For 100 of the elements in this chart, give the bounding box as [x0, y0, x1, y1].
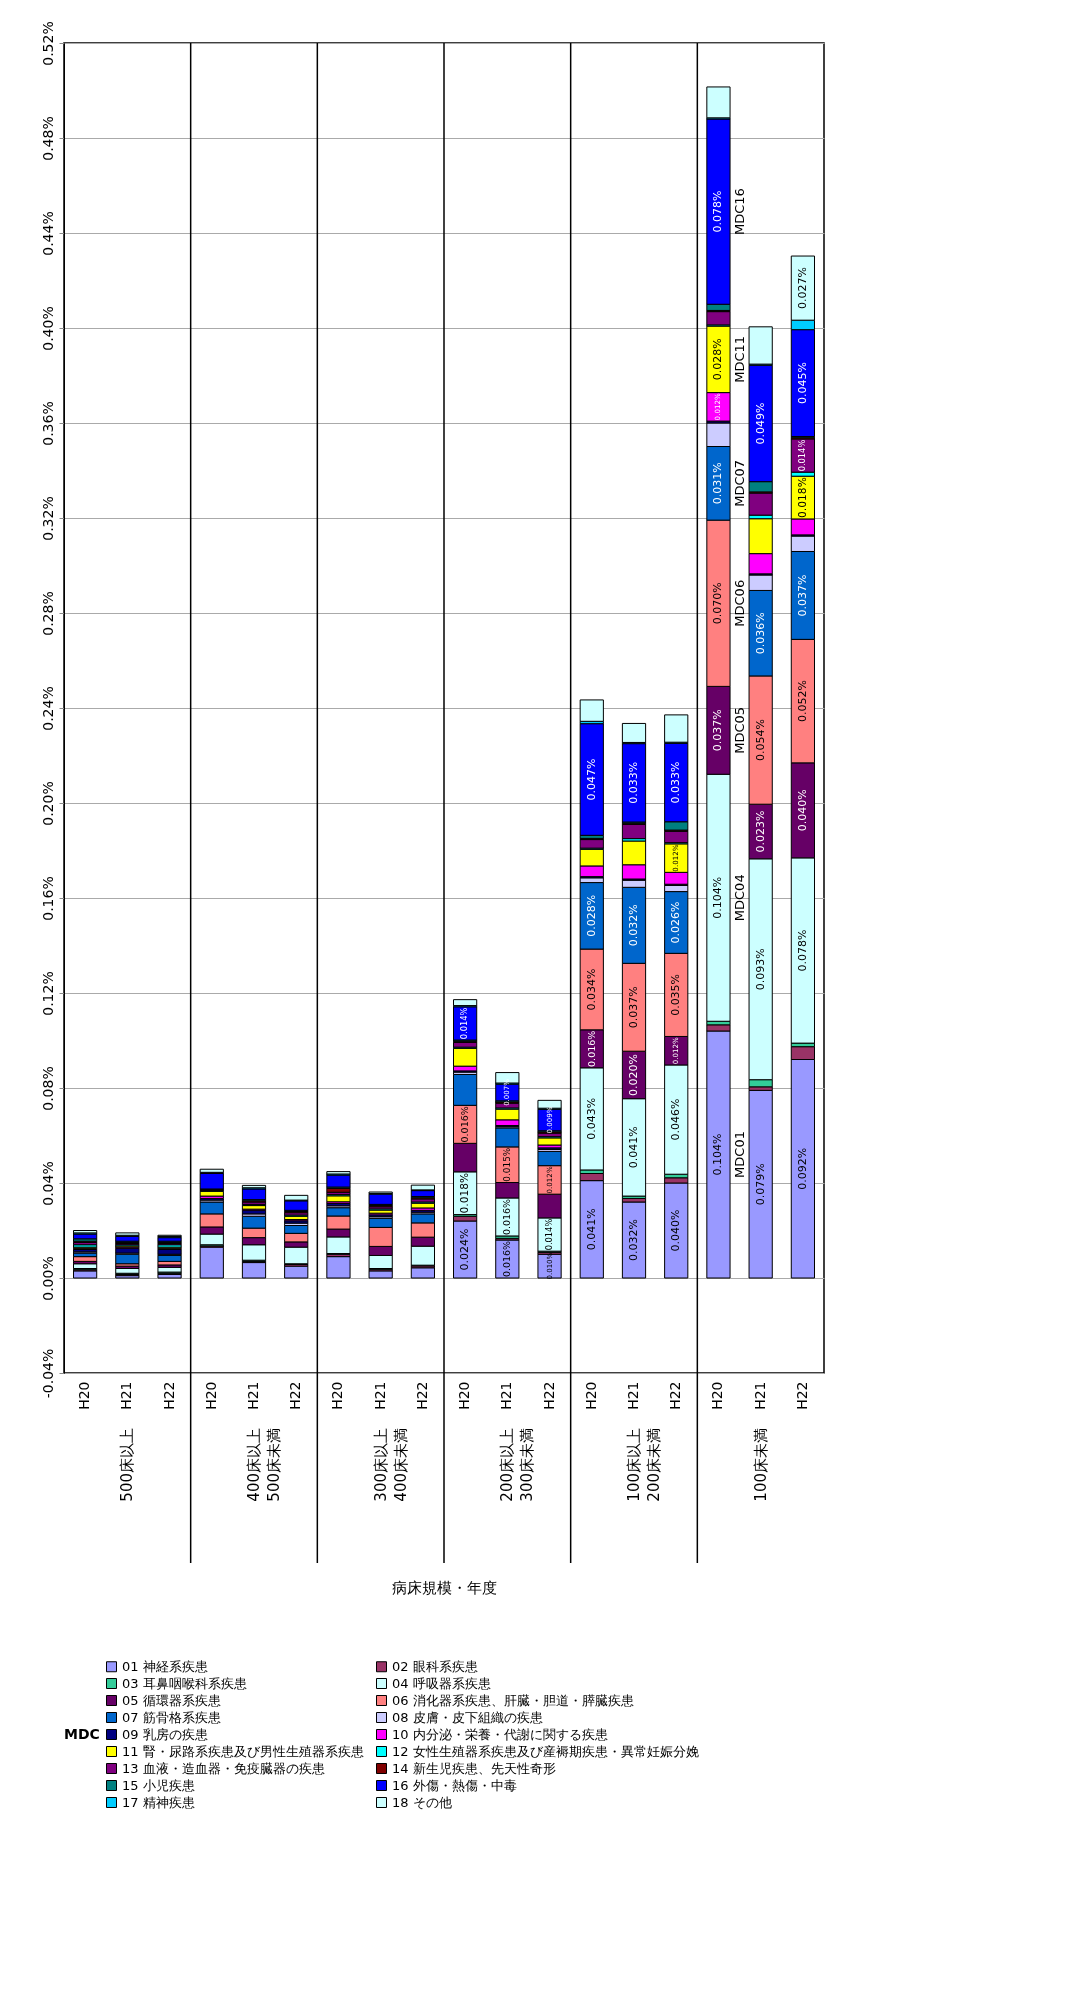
x-tick-label: H20 — [202, 1381, 219, 1410]
data-label: 0.016% — [585, 1030, 597, 1067]
x-tick-label: H22 — [793, 1381, 810, 1410]
x-tick-label: H21 — [751, 1381, 768, 1410]
x-tick-label: H20 — [582, 1381, 599, 1410]
annotation: MDC05 — [731, 706, 747, 754]
x-tick-label: H20 — [329, 1381, 346, 1410]
data-label: 0.104% — [711, 1133, 725, 1176]
y-tick-label: 0.24% — [39, 686, 56, 731]
annotation: MDC16 — [731, 188, 747, 236]
data-label: 0.028% — [711, 338, 725, 381]
x-tick-label: H20 — [456, 1381, 473, 1410]
text: 200床以上 300床未満 — [498, 1428, 537, 1502]
data-label: 0.093% — [753, 948, 767, 991]
legend-label: 02 眼科系疾患 — [392, 1658, 478, 1674]
data-label: 0.033% — [627, 761, 640, 804]
x-tick-label: H22 — [540, 1381, 557, 1410]
x-tick-label: H21 — [625, 1381, 641, 1410]
text: 病床規模・年度 — [391, 1579, 497, 1597]
data-label: 0.014% — [459, 1007, 470, 1040]
data-label: 0.079% — [753, 1163, 767, 1206]
data-label: 0.041% — [584, 1208, 598, 1251]
data-label: 0.037% — [627, 986, 640, 1029]
data-label: 0.016% — [501, 1198, 513, 1236]
legend-label: 16 外傷・熱傷・中毒 — [392, 1777, 517, 1793]
x-tick-label: H20 — [709, 1381, 726, 1410]
data-label: 0.036% — [753, 612, 767, 655]
y-tick-label: 0.04% — [39, 1161, 56, 1206]
legend-label: 05 循環器系疾患 — [122, 1692, 221, 1708]
data-label: 0.033% — [669, 761, 683, 804]
data-label: 0.092% — [795, 1147, 809, 1190]
legend-label: 14 新生児疾患、先天性奇形 — [392, 1760, 556, 1776]
data-label: 0.047% — [584, 758, 598, 801]
x-tick-label: H22 — [287, 1381, 304, 1410]
data-label: 0.049% — [753, 402, 767, 445]
data-label: 0.014% — [543, 1218, 554, 1251]
data-label: 0.026% — [669, 901, 683, 944]
data-label: 0.015% — [502, 1147, 513, 1182]
annotation: MDC01 — [731, 1131, 747, 1178]
data-label: 0.040% — [669, 1209, 683, 1252]
x-tick-label: H20 — [76, 1381, 93, 1410]
data-label: 0.041% — [627, 1126, 640, 1169]
x-tick-label: H22 — [413, 1381, 430, 1410]
y-tick-label: 0.48% — [39, 116, 56, 161]
annotation: MDC11 — [731, 335, 747, 383]
y-tick-label: 0.20% — [39, 781, 56, 826]
legend-label: 09 乳房の疾患 — [122, 1726, 208, 1742]
data-label: 0.037% — [795, 574, 809, 617]
data-label: 0.078% — [711, 190, 725, 233]
annotation: MDC07 — [731, 459, 747, 507]
y-tick-label: 0.36% — [39, 401, 56, 446]
data-label: 0.032% — [627, 904, 640, 947]
data-label: 0.023% — [753, 810, 767, 853]
data-label: 0.016% — [501, 1240, 513, 1278]
text: 300床以上 400床未満 — [371, 1428, 410, 1502]
x-tick-label: H21 — [371, 1381, 388, 1410]
data-label: 0.078% — [795, 929, 809, 972]
data-label: 0.031% — [711, 462, 725, 505]
x-tick-label: H21 — [118, 1381, 135, 1410]
data-label: 0.045% — [795, 362, 809, 405]
annotation: MDC04 — [731, 874, 747, 922]
x-tick-label: H22 — [667, 1381, 684, 1410]
y-tick-label: 0.44% — [39, 211, 56, 256]
legend-label: 03 耳鼻咽喉科系疾患 — [122, 1675, 247, 1691]
legend-label: 11 腎・尿路系疾患及び男性生殖器系疾患 — [122, 1743, 364, 1759]
data-label: 0.032% — [627, 1219, 640, 1261]
legend-label: 13 血液・造血器・免疫臓器の疾患 — [122, 1760, 325, 1776]
legend-label: 06 消化器系疾患、肝臓・胆道・膵臓疾患 — [392, 1692, 634, 1708]
data-label: 0.028% — [584, 894, 598, 937]
legend-title: MDC — [64, 1726, 100, 1742]
data-label: 0.024% — [458, 1228, 472, 1271]
legend-label: 18 その他 — [392, 1794, 452, 1810]
data-label: 0.014% — [796, 439, 807, 472]
data-label: 0.027% — [795, 267, 809, 310]
data-label: 0.104% — [711, 876, 725, 919]
data-label: 0.052% — [795, 680, 809, 723]
data-label: 0.018% — [458, 1172, 472, 1214]
data-label: 0.035% — [669, 973, 683, 1016]
y-tick-label: 0.16% — [39, 876, 56, 921]
text: 100床未満 — [751, 1428, 770, 1502]
y-tick-label: 0.28% — [39, 591, 56, 636]
y-tick-label: 0.08% — [39, 1066, 56, 1111]
legend-label: 07 筋骨格系疾患 — [122, 1709, 221, 1725]
legend-label: 17 精神疾患 — [122, 1794, 195, 1810]
data-label: 0.046% — [669, 1098, 683, 1141]
legend-label: 12 女性生殖器系疾患及び産褥期疾患・異常妊娠分娩 — [392, 1743, 699, 1759]
data-label: 0.070% — [711, 582, 725, 625]
y-tick-label: 0.52% — [39, 21, 56, 66]
legend-label: 04 呼吸器系疾患 — [392, 1675, 491, 1691]
y-tick-label: 0.00% — [39, 1256, 56, 1301]
data-label: 0.040% — [795, 789, 809, 832]
y-tick-label: -0.04% — [39, 1348, 56, 1399]
text: 100床以上 200床未満 — [625, 1428, 663, 1502]
data-label: 0.018% — [795, 477, 809, 518]
data-label: 0.016% — [459, 1106, 471, 1143]
legend-label: 10 内分泌・栄養・代謝に関する疾患 — [392, 1726, 608, 1742]
legend-label: 08 皮膚・皮下組織の疾患 — [392, 1709, 543, 1725]
data-label: 0.043% — [584, 1097, 598, 1140]
data-label: 0.020% — [627, 1053, 640, 1096]
data-label: 0.054% — [753, 719, 767, 762]
